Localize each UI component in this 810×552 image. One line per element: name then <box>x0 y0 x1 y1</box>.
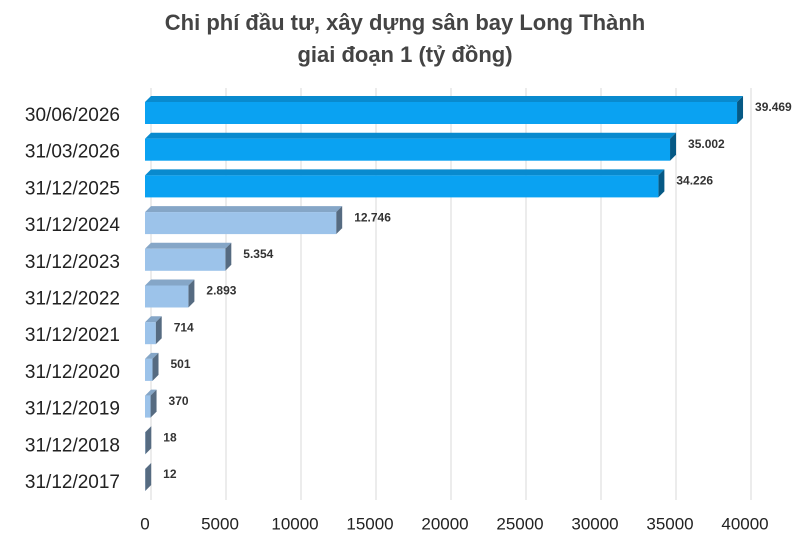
x-tick-label: 10000 <box>271 514 318 533</box>
x-tick-label: 25000 <box>496 514 543 533</box>
bar <box>145 285 189 308</box>
bar-top <box>145 279 195 286</box>
bar-top <box>145 96 744 102</box>
y-tick-label: 31/12/2019 <box>25 399 120 420</box>
bar-top <box>145 206 343 213</box>
y-tick-label: 31/12/2025 <box>25 178 120 199</box>
bar-side <box>336 206 343 235</box>
bar-side <box>145 426 152 455</box>
bar <box>145 175 659 198</box>
bar-top <box>145 132 677 139</box>
bar <box>145 102 738 124</box>
bar-side <box>225 242 232 271</box>
bar <box>145 138 671 161</box>
bar-side <box>658 169 665 198</box>
bar <box>145 395 151 418</box>
bar-side <box>152 352 159 381</box>
bar-side <box>145 463 152 491</box>
x-tick-label: 30000 <box>571 514 618 533</box>
bar-top <box>145 316 162 323</box>
x-tick-label: 40000 <box>721 514 768 533</box>
chart-title: giai đoạn 1 (tỷ đồng) <box>297 42 512 67</box>
value-label: 2.893 <box>206 284 236 298</box>
y-tick-label: 31/12/2021 <box>25 325 120 346</box>
x-tick-label: 5000 <box>201 514 239 533</box>
value-label: 12 <box>163 467 177 481</box>
bar-top <box>145 389 157 396</box>
value-label: 5.354 <box>243 247 273 261</box>
bar-top <box>145 242 232 249</box>
y-tick-label: 31/12/2023 <box>25 252 120 273</box>
x-tick-label: 0 <box>140 514 149 533</box>
bar <box>145 212 337 235</box>
bar-side <box>188 279 195 308</box>
y-tick-label: 31/03/2026 <box>25 142 120 163</box>
value-label: 714 <box>174 320 194 334</box>
y-tick-label: 31/12/2022 <box>25 289 120 310</box>
bar-side <box>150 389 157 418</box>
value-label: 18 <box>163 430 177 444</box>
bar-top <box>145 463 152 469</box>
y-tick-label: 31/12/2018 <box>25 435 120 456</box>
value-label: 39.469 <box>755 100 792 114</box>
x-tick-label: 35000 <box>646 514 693 533</box>
value-label: 12.746 <box>354 210 391 224</box>
y-tick-label: 31/12/2020 <box>25 362 120 383</box>
bar-side <box>737 96 744 124</box>
bar-top <box>145 169 665 176</box>
y-tick-label: 30/06/2026 <box>25 105 120 126</box>
bar-top <box>145 426 152 433</box>
bar-side <box>670 132 677 161</box>
bar <box>145 248 226 271</box>
y-tick-label: 31/12/2024 <box>25 215 121 236</box>
chart-title: Chi phí đầu tư, xây dựng sân bay Long Th… <box>165 10 645 35</box>
bar-top <box>145 352 159 359</box>
y-tick-label: 31/12/2017 <box>25 472 120 493</box>
bar <box>145 358 153 381</box>
bar-side <box>155 316 162 345</box>
value-label: 35.002 <box>688 137 725 151</box>
x-tick-label: 15000 <box>346 514 393 533</box>
x-tick-label: 20000 <box>421 514 468 533</box>
value-label: 501 <box>171 357 191 371</box>
value-label: 370 <box>169 394 189 408</box>
value-label: 34.226 <box>676 174 713 188</box>
bar <box>145 322 156 345</box>
